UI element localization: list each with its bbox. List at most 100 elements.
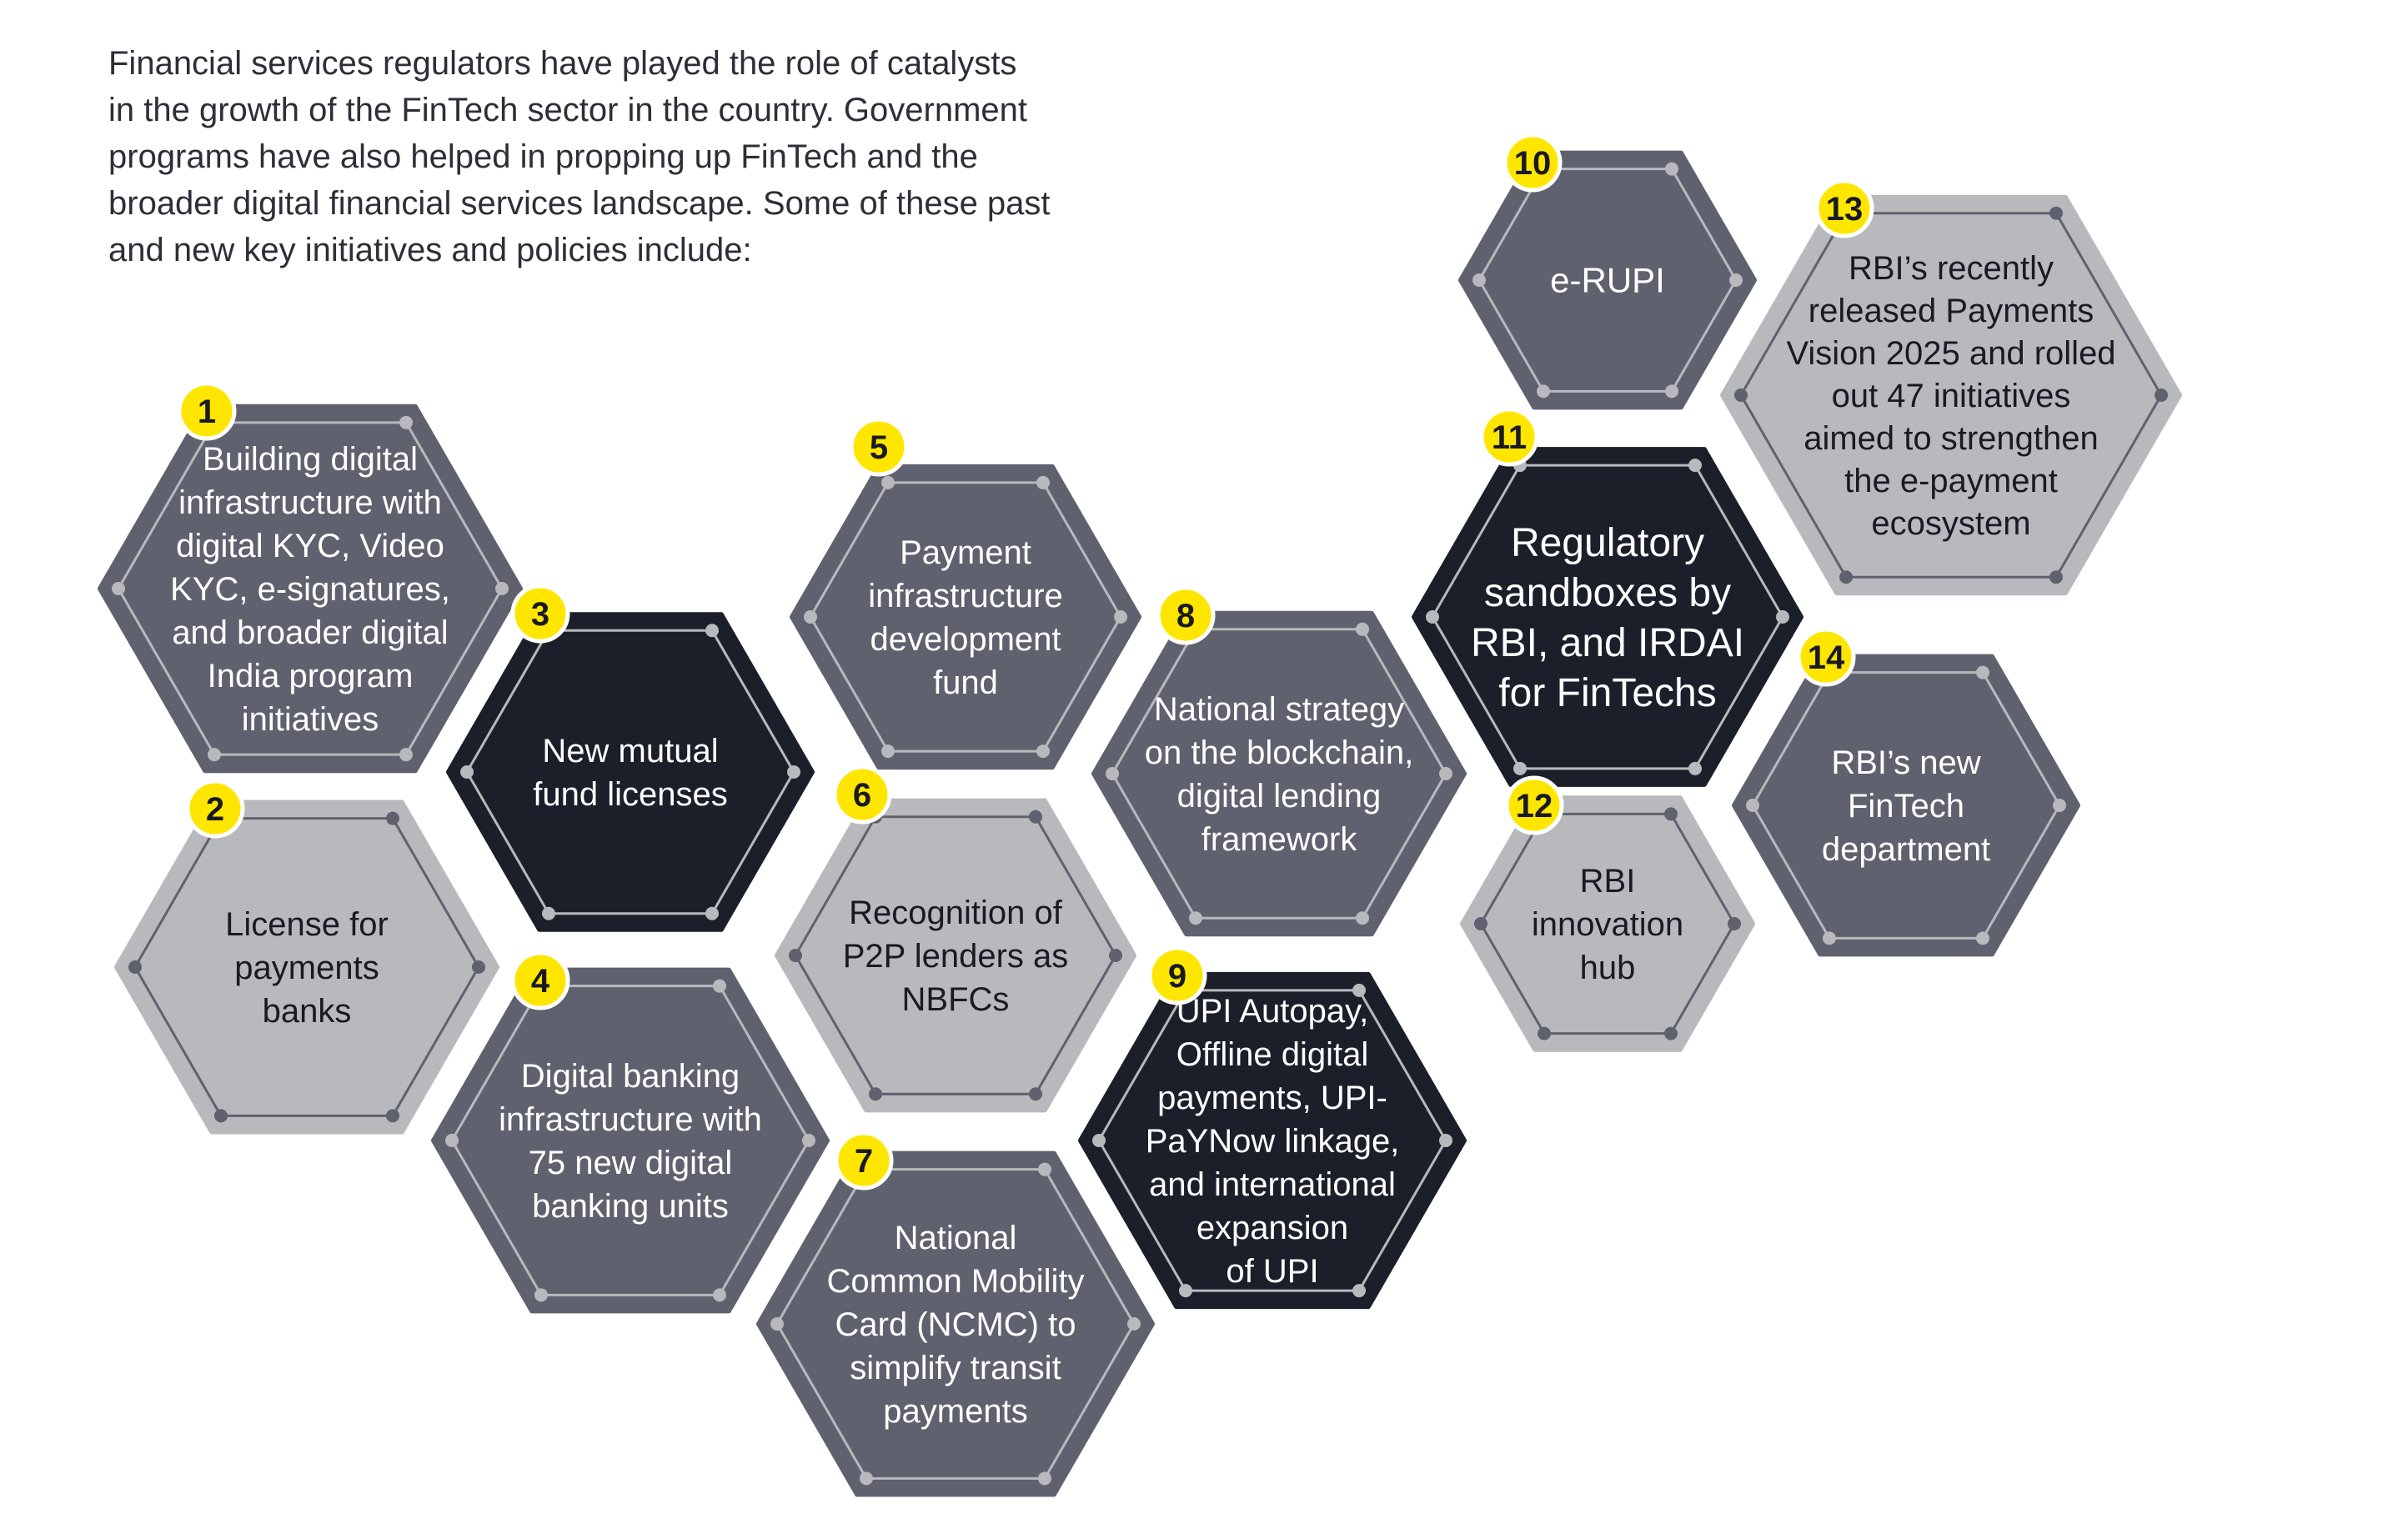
hexagon-shape [756,1150,1155,1497]
initiative-label-line: initiatives [242,701,379,738]
badge-circle [1504,775,1564,835]
corner-dot-icon [1688,459,1702,473]
initiative-label: National strategy on the blockchain, digit… [1145,691,1413,858]
initiative-label-line: RBI’s new [1831,744,1980,781]
initiative-label-line: Regulatory [1511,521,1704,565]
initiative-label-line: FinTech [1848,788,1964,825]
initiative-label-line: expansion [1196,1210,1348,1246]
initiative-label-line: Common Mobility [827,1263,1085,1300]
intro-line: and new key initiatives and policies inc… [108,232,752,268]
initiative-label-line: National strategy [1154,691,1404,728]
badge-number: 13 [1826,191,1864,228]
initiative-label-line: Digital banking [521,1058,740,1095]
initiative-label: Recognition of P2P lenders as NBFCs [843,895,1069,1018]
corner-dot-icon [1513,761,1527,775]
initiative-label-line: New mutual [542,733,718,770]
corner-dot-icon [1127,1317,1141,1331]
number-badge: 2 [185,779,245,839]
corner-dot-icon [881,744,895,759]
intro-line: in the growth of the FinTech sector in t… [108,92,1028,128]
number-badge: 4 [510,950,570,1010]
badge-number: 9 [1168,958,1186,995]
corner-dot-icon [386,811,399,825]
corner-dot-icon [770,1317,784,1331]
initiative-hexagon-13: RBI’s recently released Payments Vision 20… [1720,178,2182,596]
badge-number: 4 [531,963,550,1000]
corner-dot-icon [787,765,800,779]
initiative-label-line: and international [1149,1166,1396,1203]
corner-dot-icon [542,906,555,920]
initiative-label-line: fund licenses [533,776,727,813]
badge-circle [1796,627,1856,687]
number-badge: 8 [1156,585,1216,645]
initiative-label-line: infrastructure with [499,1101,762,1138]
number-badge: 3 [510,584,570,644]
initiative-label-line: framework [1201,821,1358,858]
initiative-label-line: digital KYC, Video [176,528,444,564]
corner-dot-icon [208,748,221,762]
hexagon-shape [1091,610,1467,937]
initiative-label-line: RBI, and IRDAI [1471,621,1744,665]
badge-number: 11 [1492,419,1527,456]
initiative-label-line: National [895,1220,1017,1256]
initiative-label: Building digital infrastructure with digit… [170,441,450,738]
initiative-hexagon-14: RBI’s new FinTech department 14 [1732,627,2080,957]
initiative-label: Payment infrastructure development fund [868,534,1062,701]
initiative-label: Digital banking infrastructure with 75 new… [499,1058,762,1225]
badge-circle [1479,407,1539,467]
corner-dot-icon [1665,384,1678,399]
corner-dot-icon [1976,665,1989,679]
corner-dot-icon [1776,610,1789,624]
initiative-label-line: Recognition of [849,895,1063,931]
initiative-label-line: RBI [1580,863,1636,900]
corner-dot-icon [804,610,817,624]
initiative-label-line: for FinTechs [1498,671,1716,715]
initiative-hexagon-3: New mutual fund licenses 3 [446,584,815,932]
number-badge: 1 [177,381,237,441]
initiative-label-line: payments, UPI- [1157,1080,1387,1116]
initiative-label-line: of UPI [1226,1253,1318,1290]
corner-dot-icon [713,979,726,993]
corner-dot-icon [1189,911,1202,925]
badge-number: 7 [855,1143,873,1180]
corner-dot-icon [1746,799,1759,812]
badge-number: 6 [853,777,871,814]
corner-dot-icon [2053,799,2066,812]
badge-circle [1502,133,1563,193]
initiative-label-line: simplify transit [850,1350,1061,1386]
hexagon-shape [1412,447,1803,787]
corner-dot-icon [1439,1134,1452,1147]
hexagon-shape [431,967,830,1314]
corner-dot-icon [1734,389,1748,402]
corner-dot-icon [2155,389,2168,402]
corner-dot-icon [2049,206,2063,220]
initiative-label-line: department [1822,831,1990,868]
initiative-hexagon-4: Digital banking infrastructure with 75 new… [431,950,830,1314]
hexagon-shape [1732,654,2080,957]
corner-dot-icon [1664,807,1678,821]
initiative-label-line: NBFCs [902,981,1010,1018]
badge-number: 10 [1514,145,1552,182]
initiative-label: UPI Autopay, Offline digital payments, UPI… [1146,993,1400,1290]
corner-dot-icon [1472,273,1486,287]
corner-dot-icon [1664,1026,1678,1040]
number-badge: 6 [832,764,892,825]
initiative-label: National Common Mobility Card (NCMC) to sim… [827,1220,1085,1430]
badge-circle [849,417,909,477]
corner-dot-icon [1109,949,1122,962]
corner-dot-icon [705,624,719,638]
initiative-hexagon-11: Regulatory sandboxes by RBI, and IRDAI for … [1412,407,1803,787]
badge-circle [1147,945,1207,1005]
initiative-label-line: RBI’s recently [1849,250,2054,287]
corner-dot-icon [1728,917,1741,930]
corner-dot-icon [1439,767,1452,780]
badge-circle [510,584,570,644]
initiative-label-line: banking units [532,1188,729,1225]
initiative-label-line: Building digital [203,441,418,478]
initiative-label: Regulatory sandboxes by RBI, and IRDAI for … [1471,521,1744,715]
corner-dot-icon [860,1471,873,1486]
initiative-label-line: India program [208,658,414,694]
corner-dot-icon [128,960,142,974]
initiative-label-line: out 47 initiatives [1832,378,2071,414]
